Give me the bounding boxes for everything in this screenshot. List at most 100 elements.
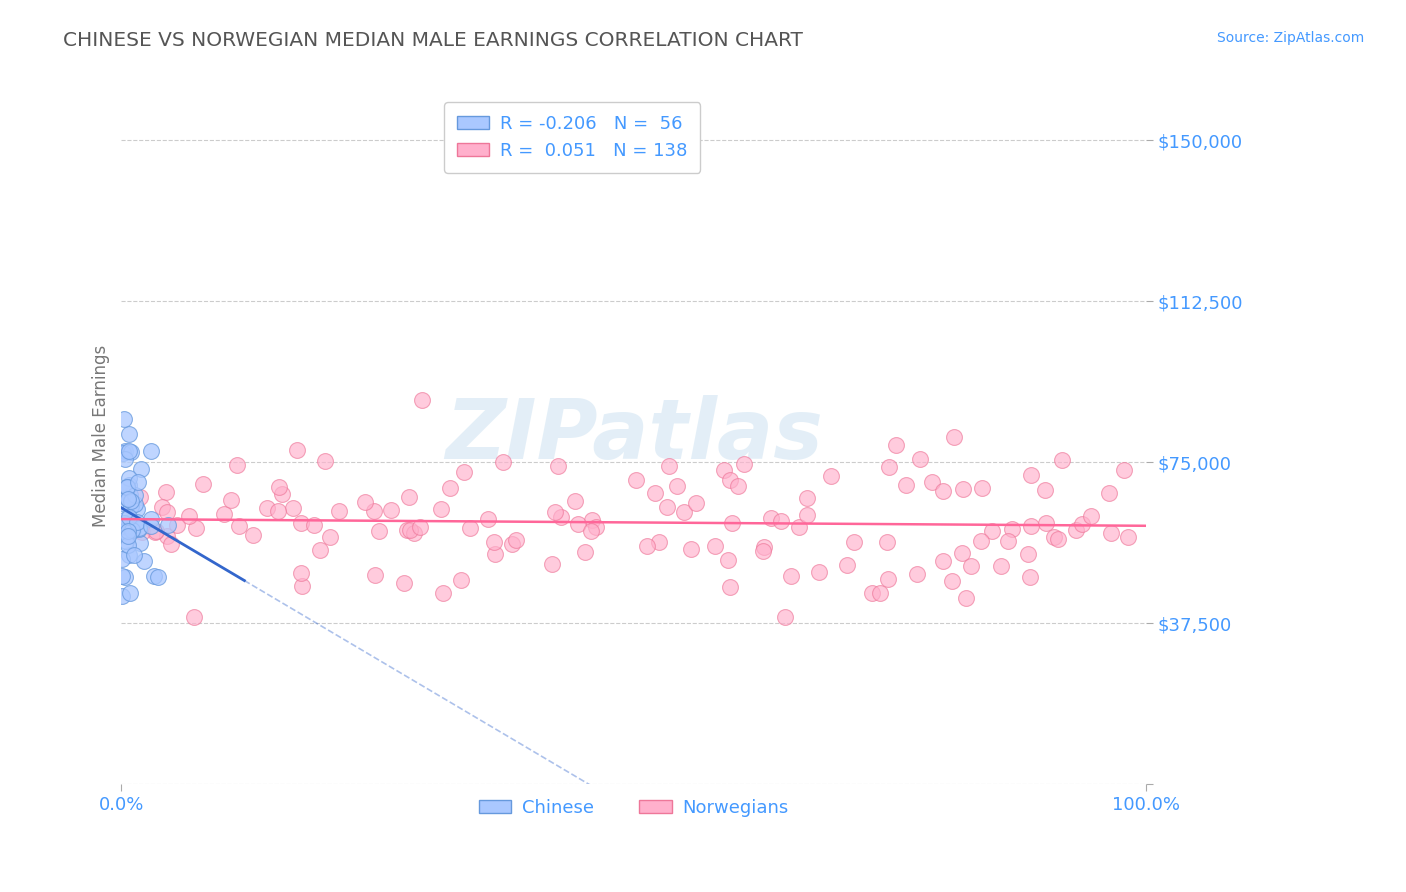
Point: [148, 570, 170, 584]
Point: [112, 516, 135, 530]
Point: [1033, 483, 1056, 497]
Point: [157, 518, 180, 533]
Point: [1035, 516, 1057, 530]
Point: [166, 518, 188, 533]
Text: CHINESE VS NORWEGIAN MEDIAN MALE EARNINGS CORRELATION CHART: CHINESE VS NORWEGIAN MEDIAN MALE EARNING…: [63, 31, 803, 50]
Point: [981, 524, 1004, 539]
Point: [733, 457, 755, 471]
Point: [270, 487, 292, 501]
Point: [328, 503, 350, 517]
Point: [120, 493, 142, 508]
Point: [1050, 453, 1073, 467]
Point: [1019, 519, 1042, 533]
Point: [121, 523, 143, 537]
Point: [114, 512, 136, 526]
Point: [969, 534, 991, 549]
Point: [228, 518, 250, 533]
Point: [117, 492, 139, 507]
Point: [721, 516, 744, 531]
Point: [122, 548, 145, 562]
Point: [877, 572, 900, 586]
Point: [505, 533, 527, 547]
Point: [127, 502, 149, 516]
Point: [117, 524, 139, 538]
Point: [125, 516, 148, 530]
Point: [477, 512, 499, 526]
Point: [394, 576, 416, 591]
Point: [972, 482, 994, 496]
Point: [290, 566, 312, 581]
Point: [1018, 570, 1040, 584]
Point: [718, 473, 741, 487]
Point: [212, 508, 235, 522]
Point: [368, 524, 391, 538]
Point: [364, 568, 387, 582]
Point: [636, 539, 658, 553]
Point: [221, 492, 243, 507]
Point: [789, 519, 811, 533]
Point: [302, 518, 325, 533]
Point: [112, 445, 135, 459]
Point: [145, 524, 167, 538]
Point: [779, 569, 801, 583]
Point: [932, 554, 955, 568]
Point: [796, 508, 818, 523]
Point: [429, 501, 451, 516]
Point: [540, 557, 562, 571]
Point: [1001, 522, 1024, 536]
Point: [396, 524, 419, 538]
Point: [703, 539, 725, 553]
Point: [118, 471, 141, 485]
Point: [124, 497, 146, 511]
Point: [959, 558, 981, 573]
Point: [256, 500, 278, 515]
Point: [773, 610, 796, 624]
Legend: Chinese, Norwegians: Chinese, Norwegians: [471, 792, 796, 824]
Point: [713, 463, 735, 477]
Point: [121, 524, 143, 538]
Point: [120, 499, 142, 513]
Point: [150, 500, 173, 515]
Point: [647, 535, 669, 549]
Point: [117, 524, 139, 539]
Point: [118, 516, 141, 530]
Point: [1114, 463, 1136, 477]
Point: [115, 480, 138, 494]
Point: [796, 491, 818, 505]
Point: [242, 528, 264, 542]
Point: [952, 482, 974, 496]
Point: [111, 589, 134, 603]
Point: [567, 516, 589, 531]
Point: [193, 476, 215, 491]
Point: [120, 522, 142, 536]
Point: [942, 430, 965, 444]
Point: [921, 475, 943, 489]
Point: [112, 412, 135, 426]
Point: [114, 452, 136, 467]
Point: [156, 505, 179, 519]
Point: [118, 488, 141, 502]
Point: [117, 427, 139, 442]
Point: [128, 522, 150, 536]
Point: [1099, 526, 1122, 541]
Point: [1070, 517, 1092, 532]
Point: [655, 500, 678, 514]
Point: [132, 554, 155, 568]
Point: [1118, 530, 1140, 544]
Point: [842, 535, 865, 549]
Point: [482, 535, 505, 549]
Point: [111, 552, 134, 566]
Point: [143, 524, 166, 539]
Point: [759, 511, 782, 525]
Point: [129, 490, 152, 504]
Point: [860, 586, 883, 600]
Point: [665, 479, 688, 493]
Point: [114, 570, 136, 584]
Point: [579, 524, 602, 538]
Point: [484, 547, 506, 561]
Point: [115, 491, 138, 505]
Point: [183, 610, 205, 624]
Text: Source: ZipAtlas.com: Source: ZipAtlas.com: [1216, 31, 1364, 45]
Point: [501, 537, 523, 551]
Point: [808, 565, 831, 579]
